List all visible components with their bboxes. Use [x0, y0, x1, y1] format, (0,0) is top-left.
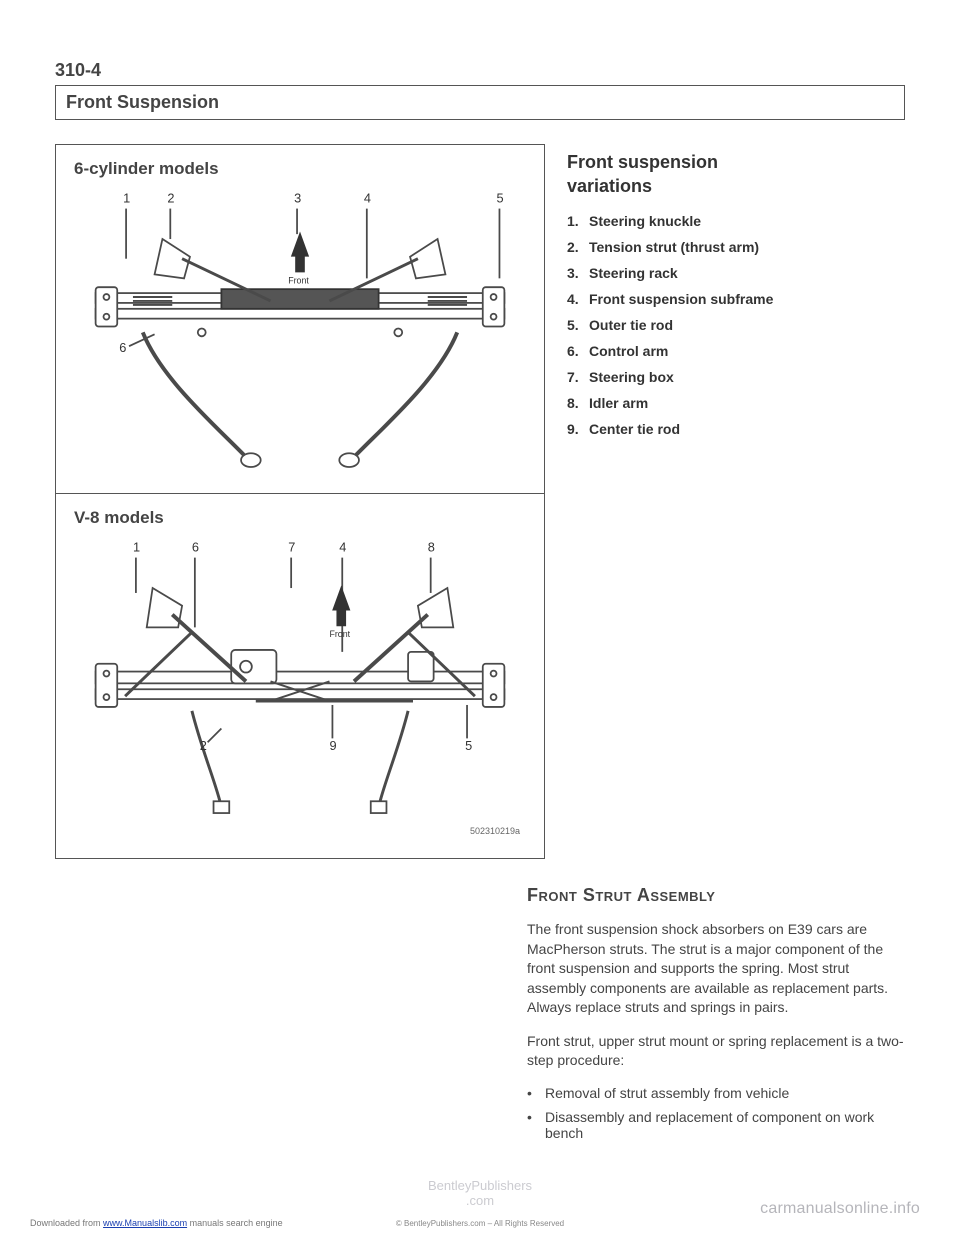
item-text: Control arm: [589, 343, 668, 359]
bullet-text: Disassembly and replacement of component…: [545, 1109, 905, 1141]
list-item: 6.Control arm: [567, 343, 905, 359]
callout-v8-8: 8: [428, 540, 435, 555]
front-label-v8: Front: [329, 629, 350, 639]
variations-title: Front suspension variations: [567, 150, 905, 199]
callout-v8-6: 6: [192, 540, 199, 555]
center-watermark: BentleyPublishers .com: [428, 1179, 532, 1208]
page-number: 310-4: [55, 60, 905, 81]
list-item: 7.Steering box: [567, 369, 905, 385]
callout-v8-9: 9: [329, 738, 336, 753]
item-text: Front suspension subframe: [589, 291, 773, 307]
item-num: 8.: [567, 395, 589, 411]
watermark-right: carmanualsonline.info: [760, 1200, 920, 1218]
callout-1: 1: [123, 191, 130, 206]
diagram-box: 6-cylinder models 1 2 3 4 5: [55, 144, 545, 859]
list-item: 1.Steering knuckle: [567, 213, 905, 229]
text-column: Front suspension variations 1.Steering k…: [567, 144, 905, 859]
callout-v8-1: 1: [133, 540, 140, 555]
diagram-title-v8: V-8 models: [74, 508, 526, 528]
list-item: 3.Steering rack: [567, 265, 905, 281]
variations-title-l1: Front suspension: [567, 152, 718, 172]
diagram-svg-6cyl: 1 2 3 4 5 Front: [74, 185, 526, 470]
diagram-section-v8: V-8 models 1 6 7 4 8: [56, 493, 544, 858]
callout-4: 4: [364, 191, 371, 206]
footer-left-post: manuals search engine: [187, 1218, 283, 1228]
figure-id: 502310219a: [74, 824, 526, 840]
callout-6: 6: [119, 340, 126, 355]
diagram-section-6cyl: 6-cylinder models 1 2 3 4 5: [56, 145, 544, 493]
item-text: Steering box: [589, 369, 674, 385]
item-text: Outer tie rod: [589, 317, 673, 333]
item-num: 6.: [567, 343, 589, 359]
list-item: 2.Tension strut (thrust arm): [567, 239, 905, 255]
bullet-item: •Removal of strut assembly from vehicle: [527, 1085, 905, 1101]
assembly-block: Front Strut Assembly The front suspensio…: [527, 885, 905, 1141]
bullet-item: •Disassembly and replacement of componen…: [527, 1109, 905, 1141]
item-num: 3.: [567, 265, 589, 281]
center-watermark-l1: BentleyPublishers: [428, 1178, 532, 1193]
item-text: Tension strut (thrust arm): [589, 239, 759, 255]
callout-2: 2: [167, 191, 174, 206]
callout-v8-5: 5: [465, 738, 472, 753]
item-text: Steering rack: [589, 265, 678, 281]
main-content-row: 6-cylinder models 1 2 3 4 5: [55, 144, 905, 859]
footer-link[interactable]: www.Manualslib.com: [103, 1218, 187, 1228]
footer-left-pre: Downloaded from: [30, 1218, 103, 1228]
callout-v8-4: 4: [339, 540, 346, 555]
front-label-6cyl: Front: [288, 275, 309, 285]
callout-5: 5: [497, 191, 504, 206]
item-num: 9.: [567, 421, 589, 437]
item-text: Idler arm: [589, 395, 648, 411]
item-text: Center tie rod: [589, 421, 680, 437]
item-num: 1.: [567, 213, 589, 229]
list-item: 8.Idler arm: [567, 395, 905, 411]
list-item: 9.Center tie rod: [567, 421, 905, 437]
section-header: Front Suspension: [55, 85, 905, 120]
assembly-paragraph-2: Front strut, upper strut mount or spring…: [527, 1032, 905, 1071]
assembly-heading: Front Strut Assembly: [527, 885, 905, 906]
diagram-svg-v8: 1 6 7 4 8 Front: [74, 534, 526, 819]
item-num: 4.: [567, 291, 589, 307]
bullet-icon: •: [527, 1085, 545, 1101]
assembly-bullets: •Removal of strut assembly from vehicle …: [527, 1085, 905, 1141]
list-item: 4.Front suspension subframe: [567, 291, 905, 307]
item-num: 2.: [567, 239, 589, 255]
item-text: Steering knuckle: [589, 213, 701, 229]
diagram-title-6cyl: 6-cylinder models: [74, 159, 526, 179]
footer-left: Downloaded from www.Manualslib.com manua…: [30, 1218, 283, 1228]
item-num: 5.: [567, 317, 589, 333]
variations-title-l2: variations: [567, 176, 652, 196]
parts-list: 1.Steering knuckle 2.Tension strut (thru…: [567, 213, 905, 437]
bullet-icon: •: [527, 1109, 545, 1141]
list-item: 5.Outer tie rod: [567, 317, 905, 333]
item-num: 7.: [567, 369, 589, 385]
center-watermark-l2: .com: [466, 1193, 494, 1208]
bullet-text: Removal of strut assembly from vehicle: [545, 1085, 789, 1101]
diagram-column: 6-cylinder models 1 2 3 4 5: [55, 144, 545, 859]
callout-3: 3: [294, 191, 301, 206]
assembly-paragraph-1: The front suspension shock absorbers on …: [527, 920, 905, 1018]
callout-v8-7: 7: [288, 540, 295, 555]
callout-v8-2: 2: [200, 738, 207, 753]
footer-center: © BentleyPublishers.com – All Rights Res…: [396, 1219, 564, 1228]
